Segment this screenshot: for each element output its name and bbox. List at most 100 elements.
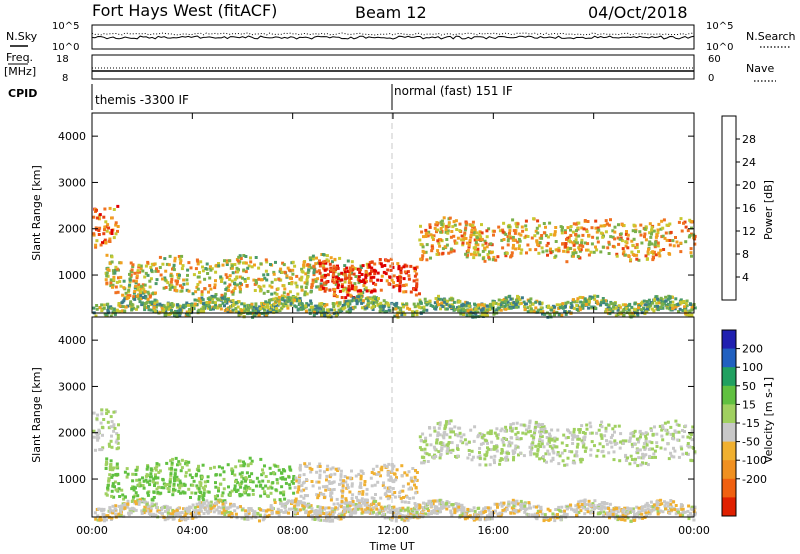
- heatmap-cell: [376, 472, 380, 476]
- heatmap-cell: [280, 485, 284, 489]
- heatmap-cell: [170, 461, 174, 465]
- heatmap-cell: [106, 486, 110, 490]
- heatmap-cell: [679, 445, 683, 449]
- heatmap-cell: [286, 292, 290, 296]
- heatmap-cell: [580, 439, 584, 443]
- heatmap-cell: [391, 467, 395, 470]
- heatmap-cell: [422, 461, 426, 465]
- heatmap-cell: [662, 218, 666, 222]
- heatmap-cell: [672, 455, 676, 459]
- heatmap-cell: [445, 302, 449, 306]
- heatmap-cell: [593, 297, 597, 301]
- heatmap-cell: [441, 251, 445, 255]
- heatmap-cell: [162, 486, 166, 490]
- heatmap-cell: [659, 296, 663, 300]
- heatmap-cell: [690, 254, 693, 258]
- heatmap-cell: [390, 463, 394, 466]
- heatmap-cell: [510, 441, 514, 445]
- heatmap-cell: [201, 298, 205, 302]
- heatmap-cell: [201, 302, 205, 306]
- heatmap-cell: [577, 500, 581, 504]
- heatmap-cell: [641, 452, 645, 456]
- heatmap-cell: [353, 305, 357, 309]
- heatmap-cell: [658, 254, 662, 258]
- heatmap-cell: [473, 228, 477, 232]
- heatmap-cell: [464, 226, 468, 230]
- heatmap-cell: [548, 509, 552, 513]
- heatmap-cell: [533, 428, 537, 432]
- heatmap-cell: [162, 308, 166, 311]
- heatmap-cell: [651, 250, 655, 254]
- heatmap-cell: [633, 442, 637, 446]
- heatmap-cell: [111, 468, 115, 472]
- heatmap-cell: [585, 248, 588, 252]
- heatmap-cell: [607, 423, 611, 427]
- heatmap-cell: [214, 473, 218, 477]
- heatmap-cell: [427, 230, 431, 234]
- heatmap-cell: [521, 431, 525, 435]
- heatmap-cell: [299, 508, 303, 512]
- heatmap-cell: [193, 298, 197, 302]
- heatmap-cell: [107, 442, 111, 446]
- heatmap-cell: [454, 502, 458, 506]
- heatmap-cell: [469, 235, 473, 239]
- heatmap-cell: [221, 466, 224, 470]
- heatmap-cell: [641, 461, 644, 465]
- heatmap-cell: [679, 217, 683, 221]
- heatmap-cell: [346, 486, 350, 490]
- heatmap-cell: [113, 271, 117, 275]
- heatmap-cell: [319, 492, 323, 496]
- heatmap-cell: [563, 305, 567, 309]
- heatmap-cell: [619, 432, 623, 436]
- heatmap-cell: [128, 283, 132, 287]
- heatmap-cell: [225, 275, 229, 279]
- heatmap-cell: [513, 303, 517, 307]
- heatmap-cell: [540, 442, 544, 446]
- heatmap-cell: [437, 294, 440, 298]
- heatmap-cell: [340, 494, 344, 498]
- heatmap-cell: [321, 506, 325, 510]
- heatmap-cell: [180, 254, 184, 258]
- heatmap-cell: [337, 512, 341, 516]
- heatmap-cell: [170, 463, 174, 467]
- heatmap-cell: [202, 494, 206, 497]
- heatmap-cell: [400, 474, 404, 478]
- heatmap-cell: [456, 444, 459, 448]
- heatmap-cell: [221, 263, 225, 267]
- heatmap-cell: [355, 299, 359, 303]
- heatmap-cell: [121, 493, 125, 497]
- heatmap-cell: [217, 262, 220, 265]
- heatmap-cell: [428, 426, 432, 430]
- heatmap-cell: [641, 456, 645, 460]
- heatmap-cell: [569, 228, 572, 232]
- heatmap-cell: [350, 469, 353, 473]
- heatmap-cell: [278, 269, 282, 273]
- heatmap-cell: [381, 308, 385, 312]
- heatmap-cell: [152, 496, 156, 499]
- heatmap-cell: [372, 281, 376, 285]
- heatmap-cell: [578, 243, 582, 247]
- heatmap-cell: [310, 467, 314, 471]
- heatmap-cell: [492, 301, 496, 305]
- heatmap-cell: [413, 483, 416, 487]
- heatmap-cell: [316, 465, 320, 469]
- heatmap-cell: [239, 287, 242, 291]
- heatmap-cell: [182, 507, 185, 511]
- heatmap-cell: [341, 489, 345, 493]
- heatmap-cell: [580, 424, 584, 428]
- heatmap-cell: [314, 262, 318, 266]
- heatmap-cell: [567, 310, 571, 314]
- heatmap-cell: [328, 516, 332, 520]
- heatmap-cell: [408, 307, 412, 311]
- heatmap-cell: [209, 466, 213, 470]
- heatmap-cell: [318, 259, 321, 263]
- heatmap-cell: [137, 483, 141, 487]
- heatmap-cell: [406, 518, 410, 522]
- heatmap-cell: [134, 284, 138, 288]
- heatmap-cell: [233, 281, 237, 285]
- heatmap-cell: [414, 491, 418, 495]
- heatmap-cell: [192, 304, 196, 308]
- heatmap-cell: [458, 426, 462, 430]
- heatmap-cell: [373, 262, 377, 266]
- heatmap-cell: [580, 304, 584, 308]
